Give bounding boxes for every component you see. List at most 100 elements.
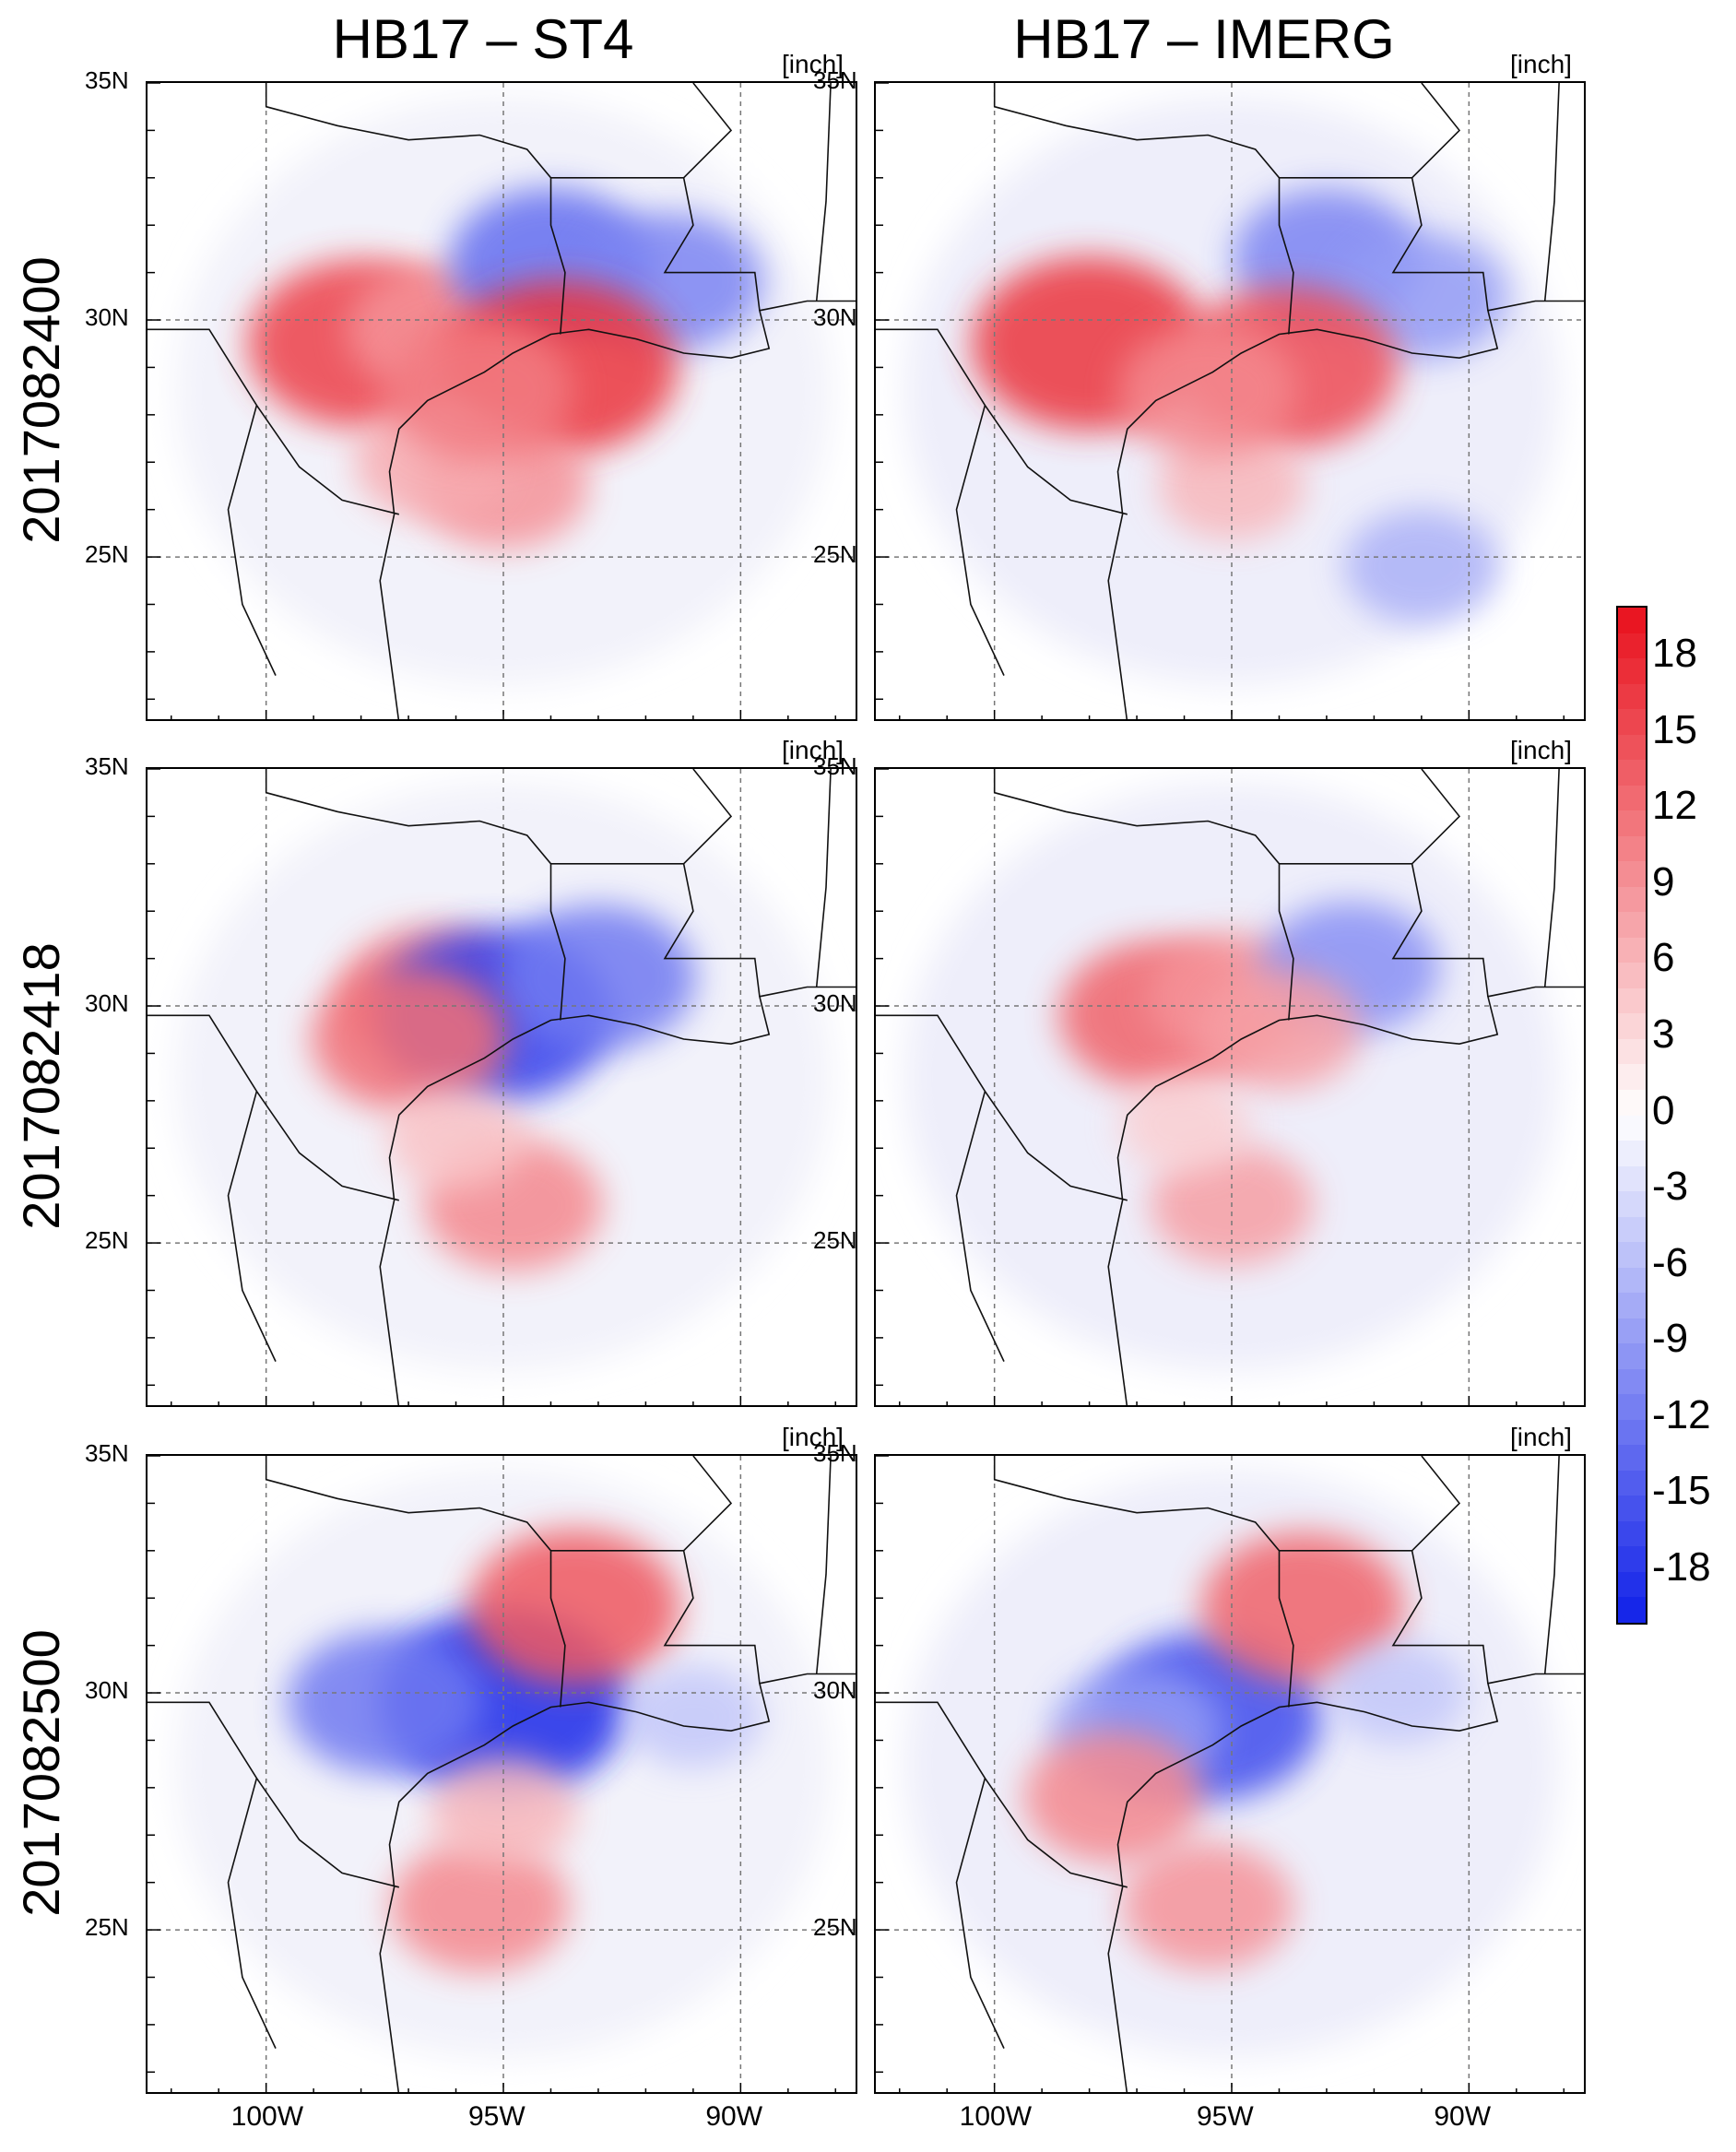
column-title-imerg: HB17 – IMERG — [1013, 8, 1395, 70]
map-outline — [815, 1456, 832, 1674]
unit-label: [inch] — [782, 1423, 844, 1451]
colorbar-segment — [1618, 1165, 1646, 1192]
lon-tick-label: 90W — [1434, 2101, 1492, 2132]
colorbar-segment — [1618, 1089, 1646, 1116]
map-outline — [1543, 1456, 1560, 1674]
map-outline — [379, 986, 856, 1405]
map-outline — [993, 769, 1294, 1021]
colorbar-tick-label: -12 — [1652, 1391, 1711, 1437]
colorbar-segment — [1618, 1216, 1646, 1243]
colorbar-segment — [1618, 1520, 1646, 1547]
lat-tick-label: 30N — [813, 989, 857, 1018]
map-outline — [1391, 863, 1489, 997]
colorbar-tick-label: -18 — [1652, 1543, 1711, 1590]
colorbar-segment — [1618, 886, 1646, 913]
lat-tick-label: 30N — [813, 1676, 857, 1705]
anomaly-mark-5 — [1158, 431, 1305, 541]
map-outline — [1411, 83, 1461, 179]
map-outline — [1391, 177, 1489, 311]
lat-tick-label: 30N — [813, 303, 857, 332]
map-outline — [955, 405, 1005, 676]
anomaly-mark-3 — [501, 905, 696, 1050]
map-panel-1 — [146, 81, 857, 721]
anomaly-mark-2 — [287, 1629, 483, 1775]
colorbar — [1616, 606, 1647, 1625]
colorbar-segment — [1618, 709, 1646, 736]
colorbar-segment — [1618, 1191, 1646, 1218]
map-outline — [227, 1778, 277, 2049]
map-panel-6 — [874, 1454, 1586, 2094]
anomaly-mark-4 — [1122, 1842, 1294, 1970]
lat-tick-label: 25N — [85, 1226, 129, 1255]
map-outline — [1107, 986, 1584, 1405]
map-panel-3 — [146, 767, 857, 1407]
map-outline — [148, 1014, 399, 1201]
colorbar-segment — [1618, 1038, 1646, 1065]
anomaly-mark-4 — [390, 1839, 570, 1973]
map-svg-6 — [876, 1456, 1584, 2092]
colorbar-segment — [1618, 1267, 1646, 1294]
map-outline — [227, 405, 277, 676]
anomaly-mark-6 — [1118, 1075, 1250, 1174]
unit-label: [inch] — [1510, 1423, 1572, 1451]
map-panel-4 — [874, 767, 1586, 1407]
map-outline — [815, 769, 832, 987]
row-label-2: 2017082418 — [12, 942, 70, 1230]
colorbar-segment — [1618, 683, 1646, 710]
lon-tick-label: 100W — [959, 2101, 1033, 2132]
map-outline — [663, 863, 761, 997]
lon-tick-label: 100W — [230, 2101, 304, 2132]
row-label-3: 2017082500 — [12, 1629, 70, 1917]
map-svg-2 — [876, 83, 1584, 719]
lat-tick-label: 25N — [85, 540, 129, 569]
colorbar-segment — [1618, 810, 1646, 837]
map-outline — [1107, 1673, 1584, 2092]
colorbar-tick-label: 18 — [1652, 631, 1697, 677]
map-svg-3 — [148, 769, 856, 1405]
unit-label: [inch] — [782, 736, 844, 764]
colorbar-segment — [1618, 1368, 1646, 1395]
map-outline — [993, 83, 1294, 335]
colorbar-segment — [1618, 861, 1646, 888]
map-outline — [1411, 1456, 1461, 1552]
map-outline — [1543, 769, 1560, 987]
lat-tick-label: 25N — [85, 1913, 129, 1942]
map-outline — [265, 83, 566, 335]
anomaly-mark-3 — [1201, 1531, 1405, 1684]
lat-tick-label: 35N — [813, 66, 857, 94]
colorbar-tick-label: 3 — [1652, 1011, 1675, 1057]
colorbar-segment — [1618, 760, 1646, 786]
colorbar-tick-label: 0 — [1652, 1087, 1675, 1133]
lat-tick-label: 25N — [813, 540, 857, 569]
anomaly-mark-6 — [1328, 1641, 1468, 1744]
colorbar-segment — [1618, 1571, 1646, 1598]
map-outline — [683, 83, 733, 179]
colorbar-segment — [1618, 1597, 1646, 1624]
map-outline — [683, 769, 733, 865]
lat-tick-label: 35N — [85, 1439, 129, 1467]
map-outline — [379, 1673, 856, 2092]
map-svg-1 — [148, 83, 856, 719]
lon-tick-label: 95W — [1197, 2101, 1254, 2132]
anomaly-mark-8 — [385, 321, 573, 461]
map-outline — [876, 328, 1128, 515]
anomaly-mark-7 — [1118, 325, 1298, 458]
column-title-st4: HB17 – ST4 — [332, 8, 634, 70]
map-panel-2 — [874, 81, 1586, 721]
map-outline — [265, 769, 566, 1021]
map-panel-5 — [146, 1454, 857, 2094]
map-outline — [1411, 769, 1461, 865]
colorbar-tick-label: -3 — [1652, 1164, 1689, 1210]
lat-tick-label: 35N — [813, 752, 857, 780]
lat-tick-label: 30N — [85, 303, 129, 332]
map-outline — [955, 1091, 1005, 1362]
map-outline — [148, 328, 399, 515]
anomaly-mark-6 — [1343, 509, 1500, 624]
anomaly-mark-3 — [468, 1529, 680, 1686]
colorbar-tick-label: -15 — [1652, 1468, 1711, 1514]
colorbar-segment — [1618, 1115, 1646, 1141]
lat-tick-label: 35N — [813, 1439, 857, 1467]
colorbar-segment — [1618, 734, 1646, 761]
lon-tick-label: 95W — [468, 2101, 526, 2132]
map-outline — [876, 1014, 1128, 1201]
